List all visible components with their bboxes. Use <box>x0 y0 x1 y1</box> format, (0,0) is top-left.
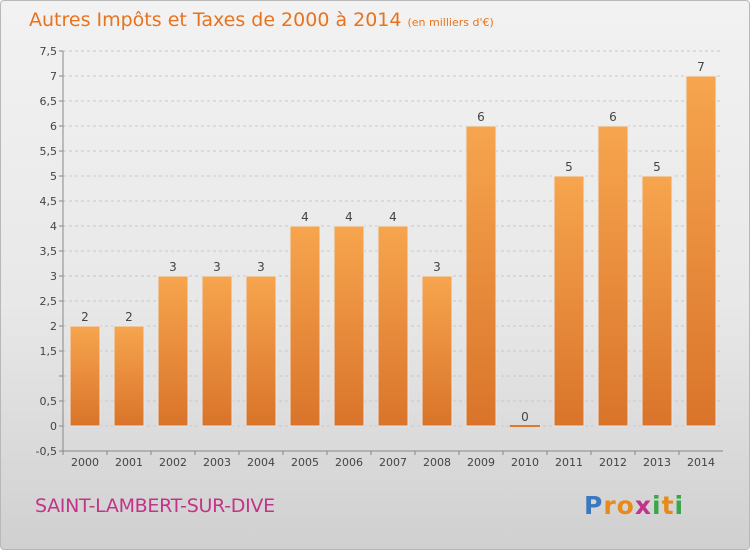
x-tick-label: 2014 <box>687 456 715 469</box>
bar <box>510 425 540 427</box>
x-tick-label: 2007 <box>379 456 407 469</box>
y-tick-label: 0 <box>50 420 57 433</box>
bar <box>641 175 673 427</box>
y-tick-label: 1,5 <box>40 345 58 358</box>
data-label: 4 <box>345 210 353 224</box>
data-label: 5 <box>565 160 573 174</box>
data-label: 2 <box>81 310 89 324</box>
logo-letter: r <box>603 491 617 520</box>
y-tick-label: 6 <box>50 120 57 133</box>
bar <box>553 175 585 427</box>
x-tick-label: 2005 <box>291 456 319 469</box>
y-tick-label: 4 <box>50 220 57 233</box>
x-tick-label: 2012 <box>599 456 627 469</box>
data-labels: 2 2 3 3 3 4 4 4 3 6 0 5 6 5 7 <box>81 60 705 424</box>
logo-letter: i <box>652 491 662 520</box>
axes: -0,5 0 0,5 1,5 2 2,5 3 3,5 4 4,5 5 5,5 6 6,5 7 7,5 2000 2… <box>36 45 723 469</box>
y-tick-label: 5 <box>50 170 57 183</box>
x-tick-label: 2011 <box>555 456 583 469</box>
y-tick-label: 3 <box>50 270 57 283</box>
commune-name: SAINT-LAMBERT-SUR-DIVE <box>35 495 275 517</box>
logo-letter: o <box>616 491 635 520</box>
x-tick-label: 2001 <box>115 456 143 469</box>
bar <box>465 125 497 427</box>
data-label: 3 <box>433 260 441 274</box>
x-tick-label: 2009 <box>467 456 495 469</box>
bar <box>289 225 321 427</box>
x-tick-label: 2003 <box>203 456 231 469</box>
bar <box>201 275 233 427</box>
logo-letter: x <box>634 491 652 520</box>
data-label: 7 <box>697 60 705 74</box>
x-tick-label: 2006 <box>335 456 363 469</box>
y-tick-label: 2,5 <box>40 295 58 308</box>
x-tick-label: 2000 <box>71 456 99 469</box>
chart-subtitle: (en milliers d'€) <box>407 16 494 29</box>
bar <box>113 325 145 427</box>
logo-letter: t <box>661 491 675 520</box>
logo-letter: i <box>674 491 685 520</box>
bar <box>597 125 629 427</box>
bar <box>69 325 101 427</box>
y-tick-label: 7 <box>50 70 57 83</box>
bars <box>69 75 717 427</box>
y-tick-label: 4,5 <box>40 195 58 208</box>
x-tick-label: 2002 <box>159 456 187 469</box>
chart-title: Autres Impôts et Taxes de 2000 à 2014 (en… <box>29 9 494 31</box>
data-label: 3 <box>257 260 265 274</box>
y-tick-label: 5,5 <box>40 145 58 158</box>
x-tick-label: 2010 <box>511 456 539 469</box>
data-label: 0 <box>521 410 529 424</box>
y-tick-label: 7,5 <box>40 45 58 58</box>
bar <box>157 275 189 427</box>
logo-letter: P <box>584 491 604 520</box>
y-tick-label: 0,5 <box>40 395 58 408</box>
data-label: 4 <box>389 210 397 224</box>
proxiti-logo[interactable]: Proxiti <box>584 491 684 520</box>
bar <box>245 275 277 427</box>
x-tick-label: 2013 <box>643 456 671 469</box>
bar <box>377 225 409 427</box>
data-label: 6 <box>609 110 617 124</box>
y-tick-label: 2 <box>50 320 57 333</box>
chart-title-text: Autres Impôts et Taxes de 2000 à 2014 <box>29 9 402 31</box>
data-label: 2 <box>125 310 133 324</box>
x-tick-label: 2004 <box>247 456 275 469</box>
y-tick-label: 6,5 <box>40 95 58 108</box>
x-tick-label: 2008 <box>423 456 451 469</box>
y-tick-label: -0,5 <box>36 445 57 458</box>
data-label: 3 <box>213 260 221 274</box>
data-label: 4 <box>301 210 309 224</box>
data-label: 6 <box>477 110 485 124</box>
bar <box>421 275 453 427</box>
bar <box>685 75 717 427</box>
y-tick-label: 3,5 <box>40 245 58 258</box>
data-label: 3 <box>169 260 177 274</box>
data-label: 5 <box>653 160 661 174</box>
bar <box>333 225 365 427</box>
